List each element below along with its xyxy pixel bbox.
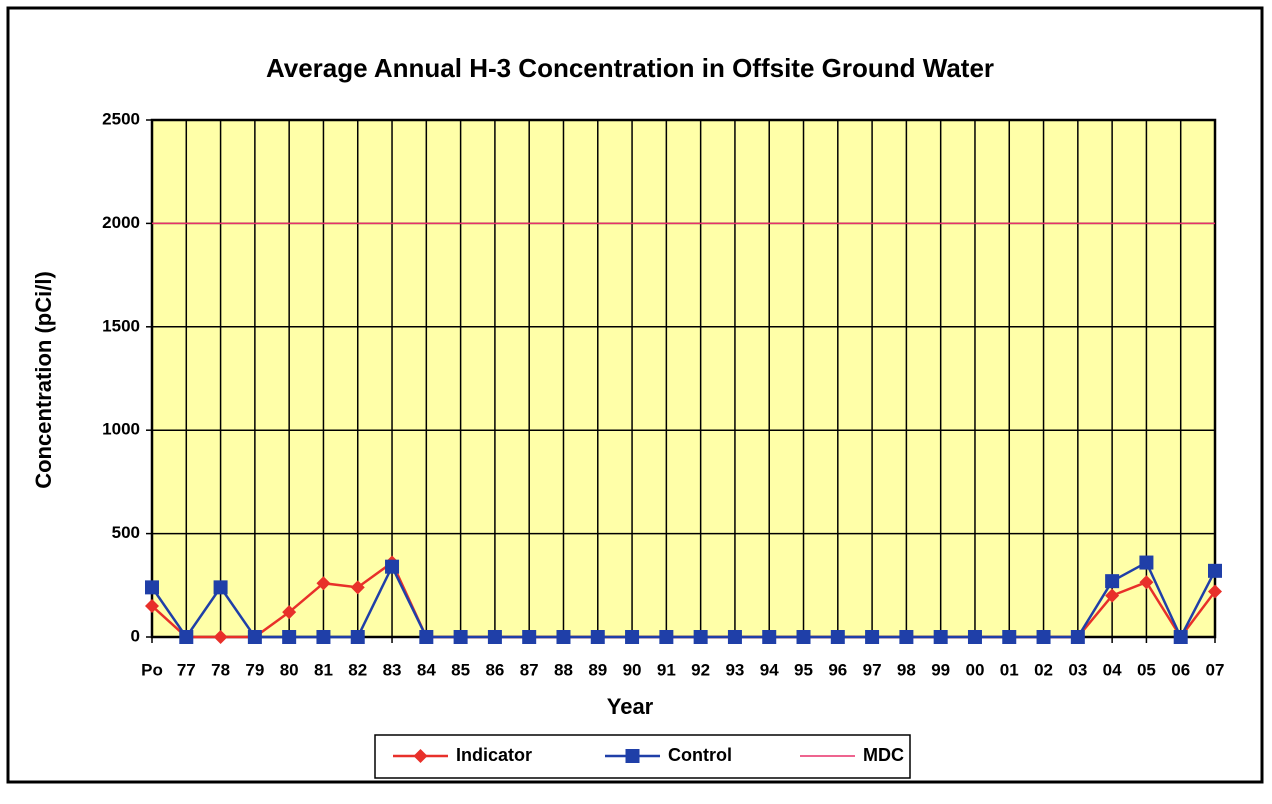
data-point [282,605,297,620]
x-tick-label: 01 [1000,660,1019,679]
x-tick-label: 89 [588,660,607,679]
data-point [762,630,777,644]
x-tick-label: 91 [657,660,676,679]
data-point [282,630,297,644]
x-tick-label: 05 [1137,660,1156,679]
x-tick-label: 84 [417,660,436,679]
x-tick-label: 94 [760,660,779,679]
x-tick-label: 77 [177,660,196,679]
x-tick-label: 88 [554,660,573,679]
data-point [590,630,605,644]
data-point [1208,563,1222,578]
data-point [316,630,331,644]
data-point [1070,630,1085,644]
data-point [522,630,537,644]
data-point [385,559,400,574]
x-tick-label: 87 [520,660,539,679]
data-point [796,630,811,644]
x-tick-label: 92 [691,660,710,679]
data-point [1173,630,1188,644]
data-point [1139,575,1154,590]
legend-label: Indicator [456,745,532,765]
data-point [693,630,708,644]
x-tick-label: 83 [383,660,402,679]
legend-marker [625,749,640,763]
data-point [967,630,982,644]
data-point [1208,584,1222,599]
data-point [1139,555,1154,570]
x-tick-label: 86 [485,660,504,679]
y-tick-label: 0 [131,626,140,645]
chart-title: Average Annual H-3 Concentration in Offs… [266,53,994,83]
x-tick-label: 90 [623,660,642,679]
data-point [419,630,434,644]
x-tick-label: 95 [794,660,813,679]
x-tick-label: 00 [966,660,985,679]
data-point [556,630,571,644]
data-point [830,630,845,644]
x-tick-label: 02 [1034,660,1053,679]
data-point [1036,630,1051,644]
data-point [213,630,228,644]
data-point [145,580,159,595]
legend-label: MDC [863,745,904,765]
x-tick-label: 96 [828,660,847,679]
data-point [659,630,674,644]
x-tick-label: Po [141,660,163,679]
y-tick-label: 500 [112,523,140,542]
legend-label: Control [668,745,732,765]
x-tick-label: 79 [245,660,264,679]
x-tick-label: 03 [1068,660,1087,679]
data-point [727,630,742,644]
data-point [625,630,640,644]
x-axis-label: Year [607,694,654,719]
legend-marker [413,749,428,763]
x-tick-label: 06 [1171,660,1190,679]
data-point [1002,630,1017,644]
x-tick-label: 98 [897,660,916,679]
data-point [350,630,365,644]
x-tick-label: 07 [1206,660,1225,679]
data-point [487,630,502,644]
data-point [350,580,365,595]
x-tick-label: 85 [451,660,470,679]
x-tick-label: 81 [314,660,333,679]
data-point [247,630,262,644]
y-axis-label: Concentration (pCi/l) [31,271,56,489]
x-tick-label: 82 [348,660,367,679]
x-tick-label: 93 [725,660,744,679]
data-point [933,630,948,644]
y-tick-label: 1000 [102,420,140,439]
data-point [213,580,228,595]
x-tick-label: 99 [931,660,950,679]
data-point [899,630,914,644]
data-point [145,598,159,613]
data-point [453,630,468,644]
data-point [316,576,331,591]
x-tick-label: 04 [1103,660,1122,679]
data-point [865,630,880,644]
plot-area [152,120,1215,637]
data-point [1105,588,1120,603]
data-point [1105,574,1120,589]
data-point [179,630,194,644]
y-tick-label: 1500 [102,316,140,335]
x-tick-label: 80 [280,660,299,679]
x-tick-label: 97 [863,660,882,679]
x-tick-label: 78 [211,660,230,679]
y-tick-label: 2500 [102,109,140,128]
y-tick-label: 2000 [102,213,140,232]
